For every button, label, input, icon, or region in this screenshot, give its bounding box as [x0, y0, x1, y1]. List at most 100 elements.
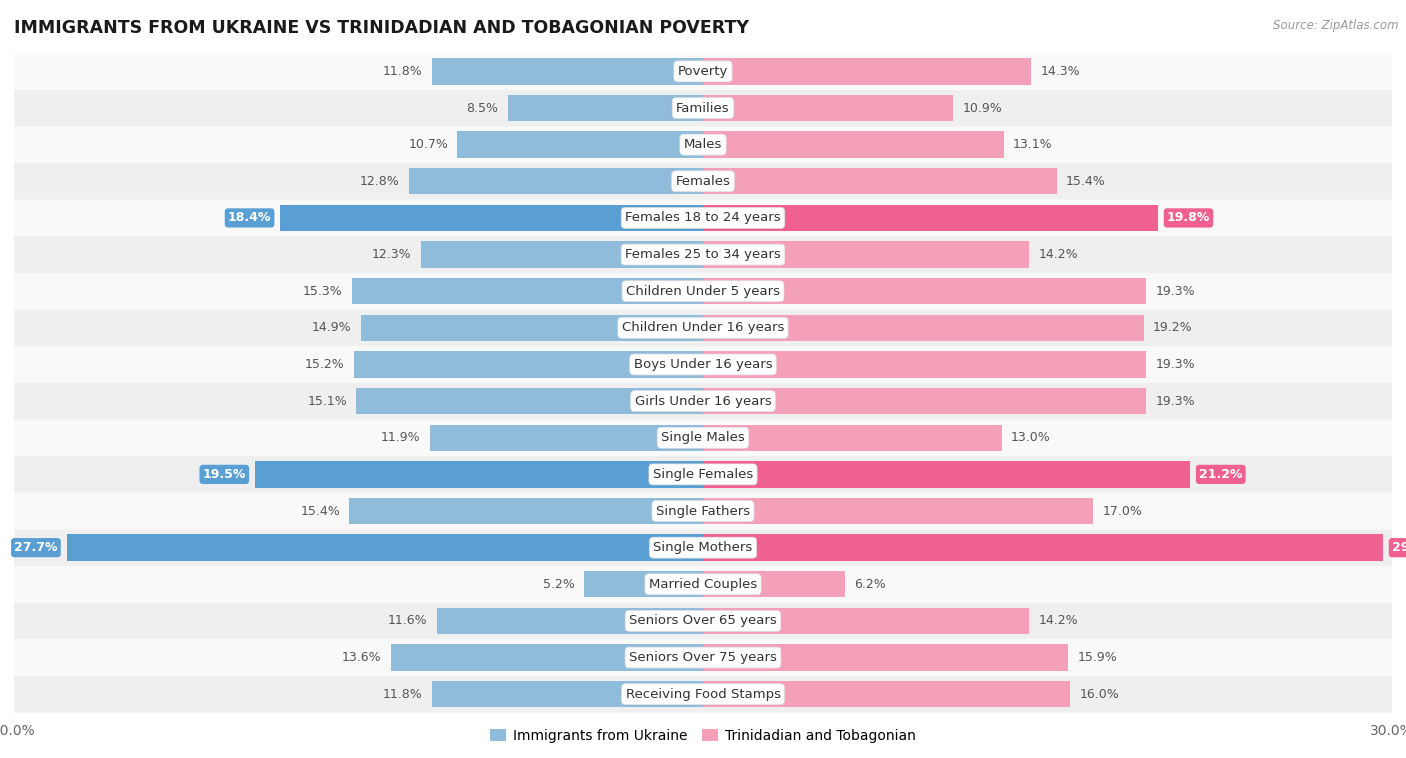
Bar: [703, 315, 1144, 341]
Text: Married Couples: Married Couples: [650, 578, 756, 590]
FancyBboxPatch shape: [14, 456, 1392, 493]
Text: Females: Females: [675, 175, 731, 188]
FancyBboxPatch shape: [14, 676, 1392, 713]
Bar: [356, 388, 703, 415]
FancyBboxPatch shape: [14, 163, 1392, 199]
FancyBboxPatch shape: [14, 89, 1392, 127]
Bar: [437, 608, 703, 634]
Text: 14.2%: 14.2%: [1038, 615, 1078, 628]
Bar: [583, 571, 703, 597]
Text: 15.1%: 15.1%: [308, 395, 347, 408]
Bar: [703, 534, 1382, 561]
Text: Families: Families: [676, 102, 730, 114]
FancyBboxPatch shape: [14, 309, 1392, 346]
Bar: [703, 205, 1157, 231]
Text: Boys Under 16 years: Boys Under 16 years: [634, 358, 772, 371]
Text: 11.9%: 11.9%: [381, 431, 420, 444]
Text: Females 25 to 34 years: Females 25 to 34 years: [626, 248, 780, 261]
Text: Seniors Over 65 years: Seniors Over 65 years: [628, 615, 778, 628]
Text: 11.8%: 11.8%: [382, 688, 423, 700]
Text: Single Mothers: Single Mothers: [654, 541, 752, 554]
Text: Single Females: Single Females: [652, 468, 754, 481]
Bar: [703, 608, 1029, 634]
Text: 12.8%: 12.8%: [360, 175, 399, 188]
Text: 8.5%: 8.5%: [467, 102, 499, 114]
Text: 14.2%: 14.2%: [1038, 248, 1078, 261]
Bar: [352, 278, 703, 305]
Text: 11.6%: 11.6%: [388, 615, 427, 628]
Text: Males: Males: [683, 138, 723, 151]
Text: Seniors Over 75 years: Seniors Over 75 years: [628, 651, 778, 664]
Text: 15.2%: 15.2%: [305, 358, 344, 371]
FancyBboxPatch shape: [14, 127, 1392, 163]
FancyBboxPatch shape: [14, 603, 1392, 639]
Text: Poverty: Poverty: [678, 65, 728, 78]
Text: Source: ZipAtlas.com: Source: ZipAtlas.com: [1274, 19, 1399, 32]
Bar: [256, 461, 703, 487]
Text: 19.3%: 19.3%: [1156, 285, 1195, 298]
Text: 19.5%: 19.5%: [202, 468, 246, 481]
Text: 14.3%: 14.3%: [1040, 65, 1080, 78]
Bar: [280, 205, 703, 231]
Bar: [703, 681, 1070, 707]
Text: Children Under 16 years: Children Under 16 years: [621, 321, 785, 334]
Text: 15.4%: 15.4%: [301, 505, 340, 518]
Bar: [67, 534, 703, 561]
Bar: [391, 644, 703, 671]
FancyBboxPatch shape: [14, 236, 1392, 273]
Text: 12.3%: 12.3%: [371, 248, 412, 261]
Bar: [432, 58, 703, 85]
Text: 17.0%: 17.0%: [1102, 505, 1143, 518]
Text: 27.7%: 27.7%: [14, 541, 58, 554]
Text: 11.8%: 11.8%: [382, 65, 423, 78]
Text: 13.6%: 13.6%: [342, 651, 381, 664]
FancyBboxPatch shape: [14, 273, 1392, 309]
Text: 13.1%: 13.1%: [1012, 138, 1053, 151]
Bar: [703, 95, 953, 121]
Text: Girls Under 16 years: Girls Under 16 years: [634, 395, 772, 408]
Text: 29.6%: 29.6%: [1392, 541, 1406, 554]
Text: 16.0%: 16.0%: [1080, 688, 1119, 700]
Text: Receiving Food Stamps: Receiving Food Stamps: [626, 688, 780, 700]
Text: 19.2%: 19.2%: [1153, 321, 1192, 334]
FancyBboxPatch shape: [14, 199, 1392, 236]
Bar: [703, 58, 1032, 85]
Text: Single Fathers: Single Fathers: [657, 505, 749, 518]
Bar: [703, 571, 845, 597]
FancyBboxPatch shape: [14, 493, 1392, 529]
Bar: [703, 498, 1094, 525]
Text: 15.9%: 15.9%: [1077, 651, 1118, 664]
Bar: [354, 351, 703, 377]
Text: 21.2%: 21.2%: [1199, 468, 1243, 481]
Text: 10.7%: 10.7%: [408, 138, 449, 151]
Text: 6.2%: 6.2%: [855, 578, 886, 590]
Text: 19.8%: 19.8%: [1167, 211, 1211, 224]
Text: 19.3%: 19.3%: [1156, 395, 1195, 408]
Text: Children Under 5 years: Children Under 5 years: [626, 285, 780, 298]
Bar: [703, 278, 1146, 305]
Bar: [703, 388, 1146, 415]
Bar: [457, 131, 703, 158]
FancyBboxPatch shape: [14, 639, 1392, 676]
Bar: [703, 351, 1146, 377]
FancyBboxPatch shape: [14, 383, 1392, 419]
FancyBboxPatch shape: [14, 566, 1392, 603]
Bar: [703, 424, 1001, 451]
Bar: [420, 241, 703, 268]
Text: 5.2%: 5.2%: [543, 578, 575, 590]
Bar: [349, 498, 703, 525]
Text: 15.4%: 15.4%: [1066, 175, 1105, 188]
Text: Females 18 to 24 years: Females 18 to 24 years: [626, 211, 780, 224]
Bar: [432, 681, 703, 707]
FancyBboxPatch shape: [14, 529, 1392, 566]
Bar: [508, 95, 703, 121]
Legend: Immigrants from Ukraine, Trinidadian and Tobagonian: Immigrants from Ukraine, Trinidadian and…: [484, 723, 922, 748]
Text: 10.9%: 10.9%: [963, 102, 1002, 114]
Text: 13.0%: 13.0%: [1011, 431, 1050, 444]
FancyBboxPatch shape: [14, 346, 1392, 383]
FancyBboxPatch shape: [14, 53, 1392, 89]
Bar: [703, 644, 1069, 671]
Text: 15.3%: 15.3%: [302, 285, 343, 298]
FancyBboxPatch shape: [14, 419, 1392, 456]
Bar: [409, 168, 703, 195]
